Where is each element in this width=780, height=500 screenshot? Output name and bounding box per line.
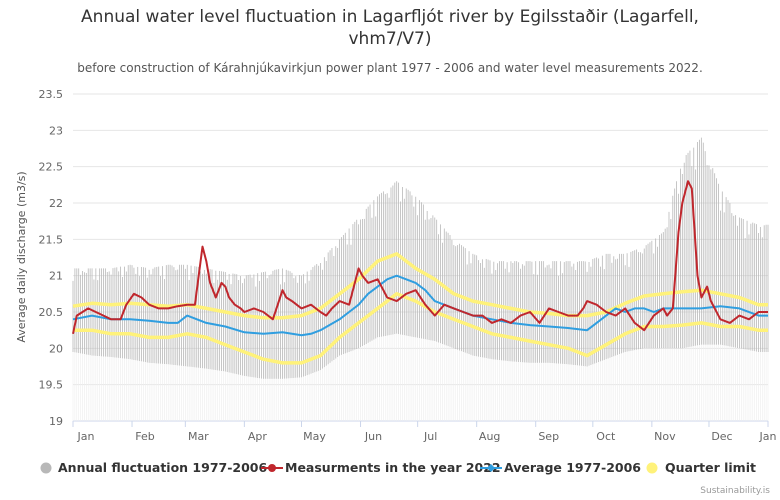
quarter-lower-line bbox=[73, 292, 768, 365]
legend-label: Average 1977-2006 bbox=[504, 460, 641, 475]
legend-label: Measurments in the year 2022 bbox=[285, 460, 501, 475]
x-tick-label: Jun bbox=[364, 430, 382, 443]
y-tick-label: 20 bbox=[49, 342, 63, 355]
y-tick-label: 22.5 bbox=[39, 161, 64, 174]
x-tick-label: Sep bbox=[538, 430, 559, 443]
legend-symbol-line-diamond-icon bbox=[480, 464, 502, 472]
x-tick-label: May bbox=[303, 430, 326, 443]
x-tick-label: Aug bbox=[479, 430, 500, 443]
x-tick-label: Feb bbox=[135, 430, 154, 443]
y-tick-label: 21.5 bbox=[39, 233, 64, 246]
x-tick-label: Jan bbox=[759, 430, 777, 443]
y-tick-label: 20.5 bbox=[39, 306, 64, 319]
grid-lines bbox=[73, 93, 768, 422]
series-fluctuation bbox=[72, 137, 769, 421]
x-tick-label: Dec bbox=[711, 430, 732, 443]
legend-symbol-circle-icon bbox=[40, 462, 52, 474]
plot-area: 19 19.5 20 20.5 21 21.5 22 22.5 23 23.5 Jan Feb Mar A… bbox=[15, 88, 777, 443]
legend-symbol-line-dot-icon bbox=[261, 464, 283, 472]
x-tick-label: Mar bbox=[188, 430, 209, 443]
x-tick-label: Apr bbox=[248, 430, 268, 443]
y-tick-label: 23 bbox=[49, 124, 63, 137]
average-line bbox=[72, 274, 768, 337]
x-tick-label: Nov bbox=[654, 430, 676, 443]
legend: Annual fluctuation 1977-2006 Measurments… bbox=[0, 459, 780, 477]
y-tick-label: 19.5 bbox=[39, 379, 64, 392]
legend-symbol-circle-icon bbox=[646, 462, 658, 474]
chart-subtitle: before construction of Kárahnjúkavirkjun… bbox=[77, 61, 703, 75]
y-tick-label: 19 bbox=[49, 415, 63, 428]
legend-label: Annual fluctuation 1977-2006 bbox=[58, 460, 268, 475]
y-axis-label: Average daily discharge (m3/s) bbox=[15, 171, 28, 342]
legend-label: Quarter limit bbox=[665, 460, 756, 475]
y-tick-label: 23.5 bbox=[39, 88, 64, 101]
x-tick-label: Oct bbox=[596, 430, 616, 443]
measurements-line bbox=[72, 180, 768, 335]
chart-title: Annual water level fluctuation in Lagarf… bbox=[81, 7, 699, 49]
y-tick-label: 21 bbox=[49, 270, 63, 283]
credit-link[interactable]: Sustainability.is bbox=[700, 486, 770, 496]
y-tick-label: 22 bbox=[49, 197, 63, 210]
x-tick-label: Jul bbox=[423, 430, 437, 443]
x-tick-label: Jan bbox=[77, 430, 95, 443]
